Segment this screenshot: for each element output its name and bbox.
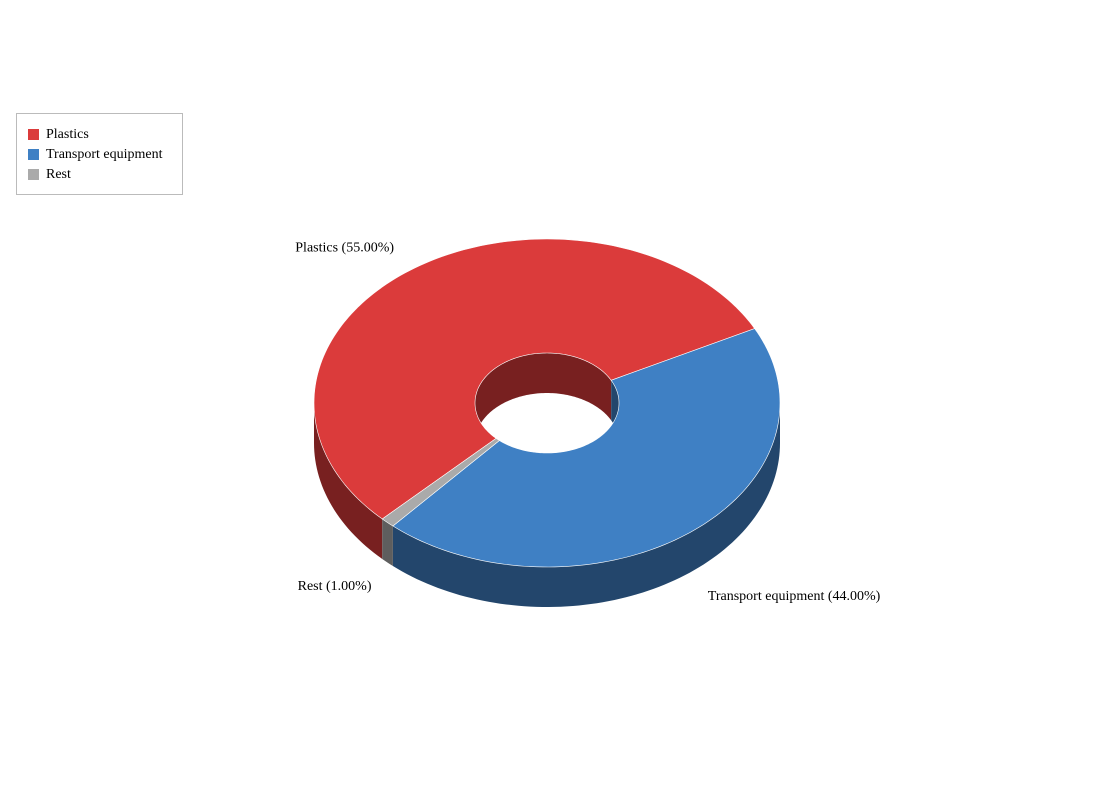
data-label: Rest (1.00%) (298, 579, 372, 594)
legend-swatch (28, 149, 39, 160)
outer-walls (314, 403, 780, 607)
legend-swatch (28, 169, 39, 180)
outer-wall (382, 518, 393, 567)
slice (381, 437, 500, 527)
outer-wall (314, 403, 383, 559)
data-label: Plastics (55.00%) (295, 241, 394, 256)
legend: Plastics Transport equipment Rest (16, 113, 183, 195)
legend-box (16, 113, 183, 195)
legend-label: Rest (46, 167, 71, 182)
outer-wall (392, 403, 780, 607)
data-label: Transport equipment (44.00%) (708, 589, 881, 604)
legend-label: Transport equipment (46, 147, 163, 162)
labels: Plastics (55.00%) Transport equipment (44… (295, 241, 880, 604)
legend-swatch (28, 129, 39, 140)
inner-wall (475, 353, 612, 443)
slices (313, 238, 781, 568)
legend-label: Plastics (46, 127, 89, 142)
